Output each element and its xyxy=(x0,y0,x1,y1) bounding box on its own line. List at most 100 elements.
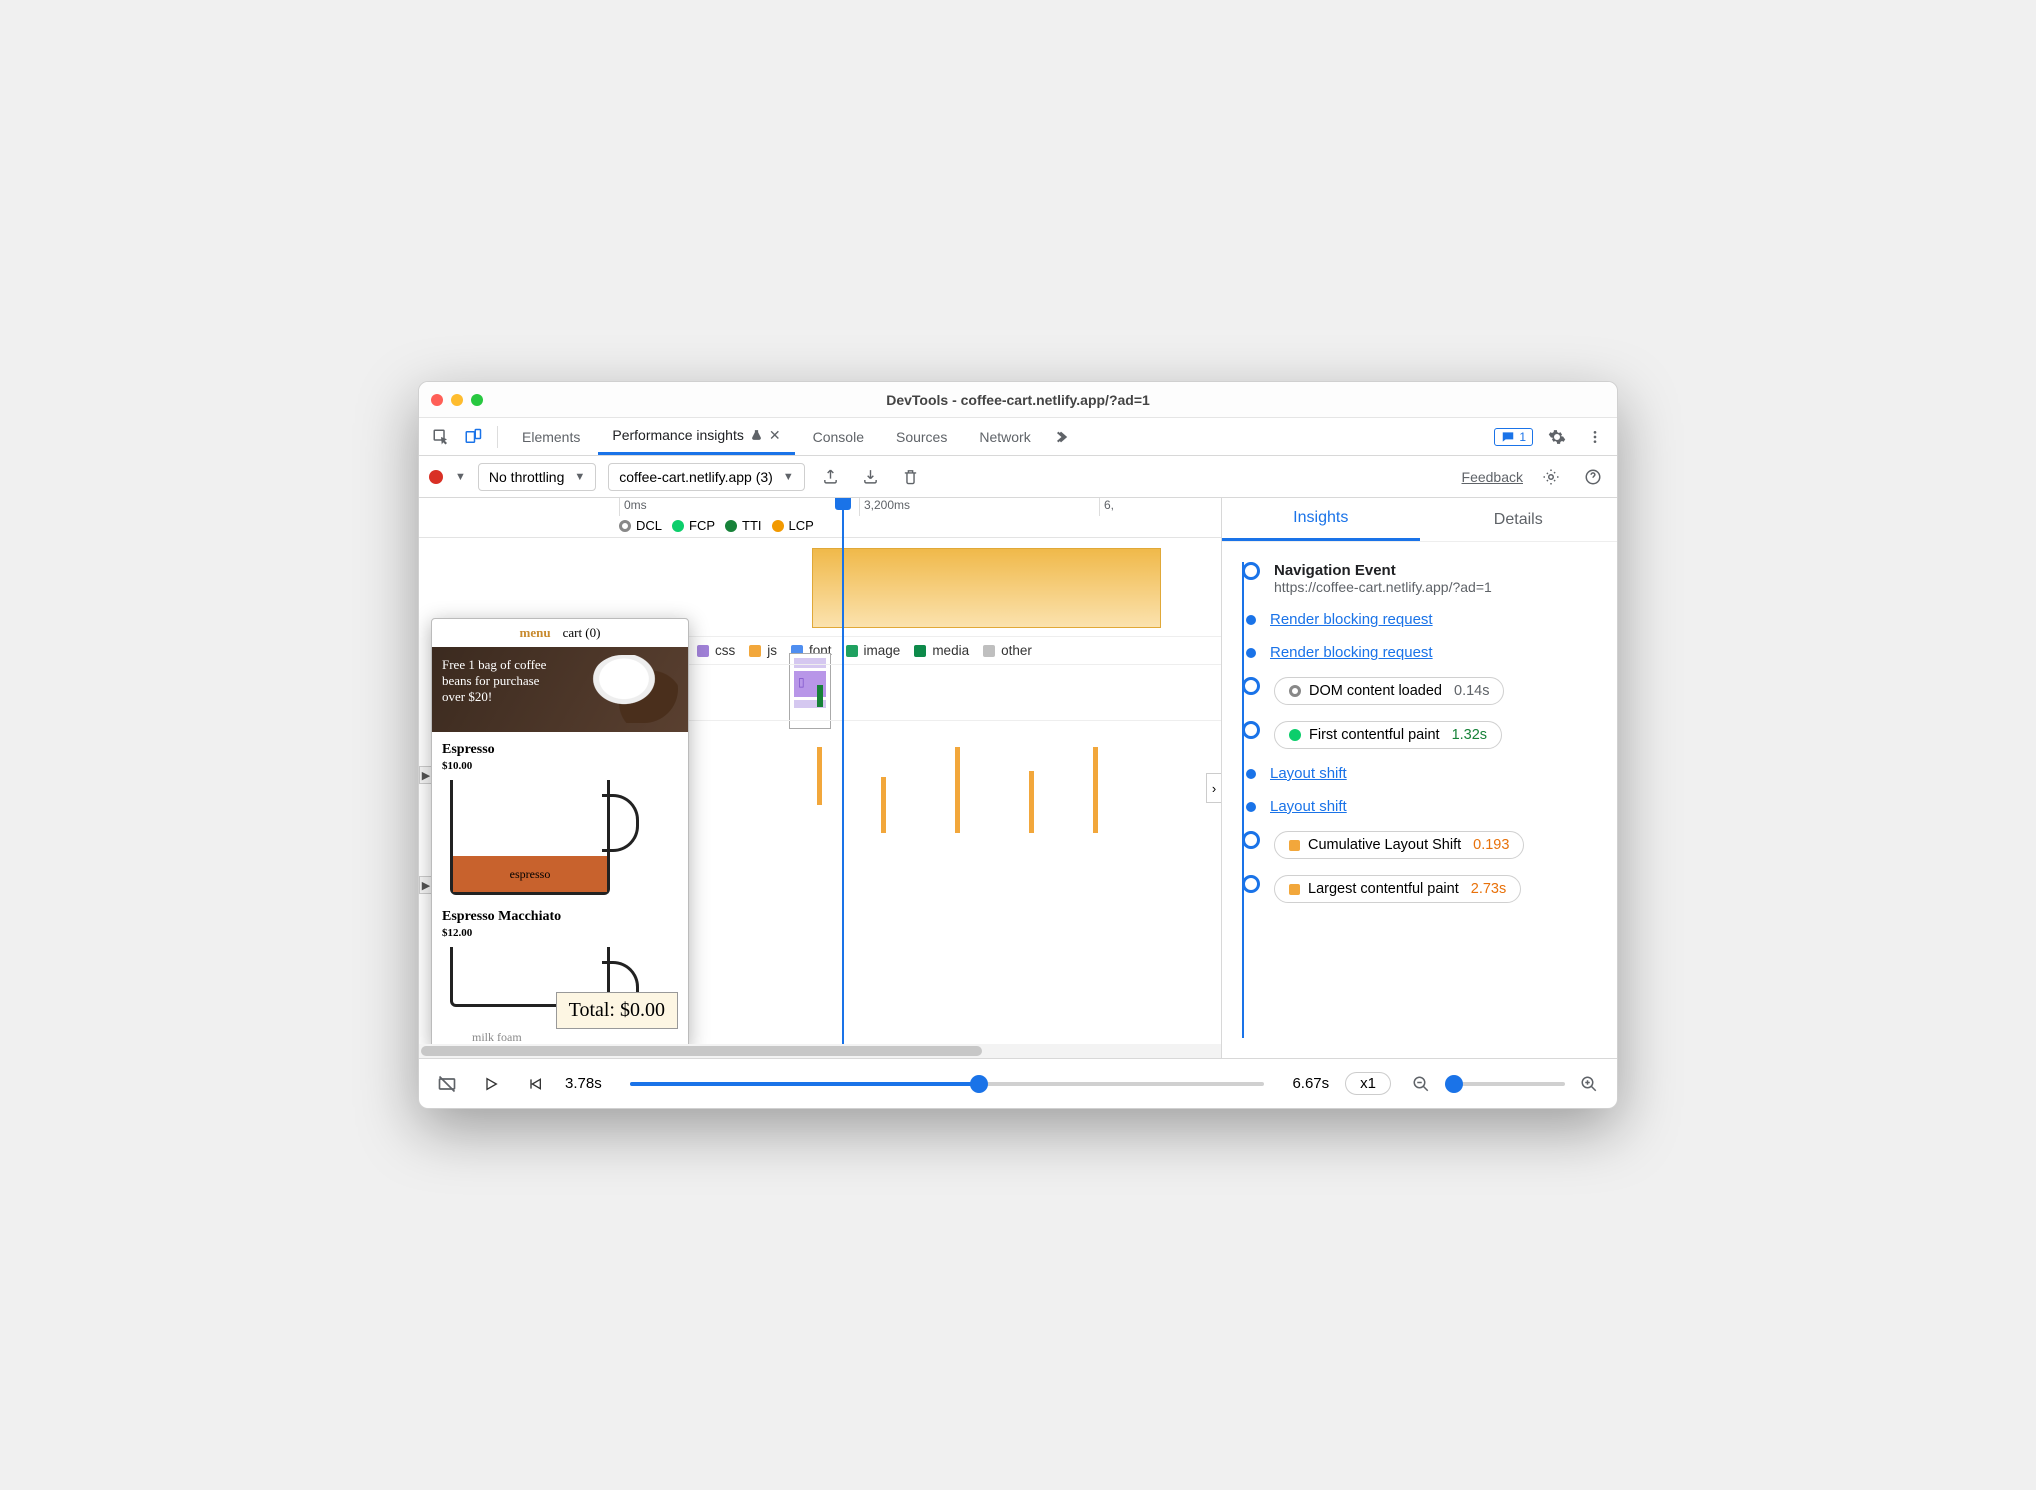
ring-icon xyxy=(1289,685,1301,697)
tab-network[interactable]: Network xyxy=(965,418,1044,455)
minimize-window-button[interactable] xyxy=(451,394,463,406)
zoom-out-icon[interactable] xyxy=(1407,1070,1435,1098)
metric-pill: Largest contentful paint 2.73s xyxy=(1274,875,1521,903)
timeline-node xyxy=(1242,831,1260,849)
preview-menu-link: menu xyxy=(520,625,551,641)
recording-select[interactable]: coffee-cart.netlify.app (3) ▼ xyxy=(608,463,804,491)
close-window-button[interactable] xyxy=(431,394,443,406)
metric-pill: DOM content loaded 0.14s xyxy=(1274,677,1504,705)
current-time: 3.78s xyxy=(565,1075,602,1092)
tab-insights[interactable]: Insights xyxy=(1222,498,1420,541)
download-icon[interactable] xyxy=(857,463,885,491)
close-tab-icon[interactable]: ✕ xyxy=(769,427,781,444)
insight-layout-shift[interactable]: Layout shift xyxy=(1230,757,1601,790)
right-tabs: Insights Details xyxy=(1222,498,1617,542)
legend-js: js xyxy=(749,643,777,658)
metric-label: Largest contentful paint xyxy=(1308,881,1459,897)
preview-banner-text: Free 1 bag of coffee beans for purchase … xyxy=(442,657,562,705)
insight-link[interactable]: Render blocking request xyxy=(1270,644,1433,661)
timeline-node xyxy=(1242,875,1260,893)
insight-cls[interactable]: Cumulative Layout Shift 0.193 xyxy=(1230,823,1601,867)
maximize-window-button[interactable] xyxy=(471,394,483,406)
timeline-node xyxy=(1242,562,1260,580)
zoom-in-icon[interactable] xyxy=(1575,1070,1603,1098)
insight-dcl[interactable]: DOM content loaded 0.14s xyxy=(1230,669,1601,713)
experiment-icon xyxy=(750,429,763,442)
playback-footer: 3.78s 6.67s x1 xyxy=(419,1058,1617,1108)
device-toolbar-icon[interactable] xyxy=(459,423,487,451)
waterfall-row-1[interactable] xyxy=(689,664,1221,720)
timeline-node-small xyxy=(1246,648,1256,658)
zoom-controls xyxy=(1407,1070,1603,1098)
ruler-tick: 6, xyxy=(1099,498,1129,516)
help-icon[interactable] xyxy=(1579,463,1607,491)
preview-cart-link: cart (0) xyxy=(563,625,601,641)
insight-url: https://coffee-cart.netlify.app/?ad=1 xyxy=(1274,579,1601,595)
insight-render-blocking[interactable]: Render blocking request xyxy=(1230,636,1601,669)
metric-value: 1.32s xyxy=(1452,727,1487,743)
marker-lcp: LCP xyxy=(772,518,814,533)
record-options-chevron[interactable]: ▼ xyxy=(455,471,466,483)
timeline-node-small xyxy=(1246,802,1256,812)
waterfall-row-2[interactable] xyxy=(689,720,1221,850)
timeline-panel[interactable]: 0ms 3,200ms 6, DCL FCP TTI LCP ▶ cs xyxy=(419,498,1222,1058)
frame-preview: menu cart (0) Free 1 bag of coffee beans… xyxy=(431,618,689,1048)
legend-image: image xyxy=(846,643,901,658)
ruler-tick: 0ms xyxy=(619,498,859,516)
skip-to-start-icon[interactable] xyxy=(521,1070,549,1098)
more-tabs-icon[interactable] xyxy=(1049,423,1077,451)
insights-list[interactable]: Navigation Event https://coffee-cart.net… xyxy=(1222,542,1617,1058)
tab-elements[interactable]: Elements xyxy=(508,418,594,455)
settings-icon[interactable] xyxy=(1543,423,1571,451)
throttling-select[interactable]: No throttling ▼ xyxy=(478,463,596,491)
metric-value: 0.14s xyxy=(1454,683,1489,699)
time-ruler: 0ms 3,200ms 6, xyxy=(619,498,1221,516)
tab-console[interactable]: Console xyxy=(799,418,878,455)
total-time: 6.67s xyxy=(1292,1075,1329,1092)
zoom-knob[interactable] xyxy=(1445,1075,1463,1093)
messages-count: 1 xyxy=(1519,430,1526,444)
zoom-slider[interactable] xyxy=(1445,1082,1565,1086)
messages-badge[interactable]: 1 xyxy=(1494,428,1533,446)
expand-right-panel-icon[interactable]: › xyxy=(1206,773,1222,803)
metric-label: DOM content loaded xyxy=(1309,683,1442,699)
record-button[interactable] xyxy=(429,470,443,484)
upload-icon[interactable] xyxy=(817,463,845,491)
playhead[interactable] xyxy=(842,498,844,1058)
filmstrip-toggle-icon[interactable] xyxy=(433,1070,461,1098)
marker-fcp: FCP xyxy=(672,518,715,533)
tab-details[interactable]: Details xyxy=(1420,498,1618,541)
metric-value: 0.193 xyxy=(1473,837,1509,853)
tab-performance-insights[interactable]: Performance insights ✕ xyxy=(598,418,794,455)
inspect-element-icon[interactable] xyxy=(427,423,455,451)
kebab-menu-icon[interactable] xyxy=(1581,423,1609,451)
metric-value: 2.73s xyxy=(1471,881,1506,897)
play-icon[interactable] xyxy=(477,1070,505,1098)
slider-knob[interactable] xyxy=(970,1075,988,1093)
insight-render-blocking[interactable]: Render blocking request xyxy=(1230,603,1601,636)
insight-layout-shift[interactable]: Layout shift xyxy=(1230,790,1601,823)
insight-link[interactable]: Layout shift xyxy=(1270,765,1347,782)
flame-chart-row[interactable] xyxy=(619,538,1221,636)
preview-item-1: Espresso $10.00 espresso xyxy=(432,732,688,905)
preview-item-price: $12.00 xyxy=(442,927,678,939)
playback-slider[interactable] xyxy=(630,1082,1265,1086)
ruler-tick: 3,200ms xyxy=(859,498,1099,516)
delete-icon[interactable] xyxy=(897,463,925,491)
insight-link[interactable]: Layout shift xyxy=(1270,798,1347,815)
window-title: DevTools - coffee-cart.netlify.app/?ad=1 xyxy=(419,392,1617,408)
tab-sources[interactable]: Sources xyxy=(882,418,961,455)
insight-lcp[interactable]: Largest contentful paint 2.73s xyxy=(1230,867,1601,911)
panel-settings-icon[interactable] xyxy=(1537,463,1565,491)
playback-speed[interactable]: x1 xyxy=(1345,1072,1391,1095)
insight-link[interactable]: Render blocking request xyxy=(1270,611,1433,628)
insight-navigation-event[interactable]: Navigation Event https://coffee-cart.net… xyxy=(1230,554,1601,603)
playhead-handle[interactable] xyxy=(835,498,851,510)
horizontal-scrollbar[interactable] xyxy=(419,1044,1221,1058)
insight-fcp[interactable]: First contentful paint 1.32s xyxy=(1230,713,1601,757)
square-icon xyxy=(1289,884,1300,895)
feedback-link[interactable]: Feedback xyxy=(1462,469,1523,485)
legend-other: other xyxy=(983,643,1032,658)
flame-block[interactable] xyxy=(812,548,1161,628)
scrollbar-thumb[interactable] xyxy=(421,1046,982,1056)
